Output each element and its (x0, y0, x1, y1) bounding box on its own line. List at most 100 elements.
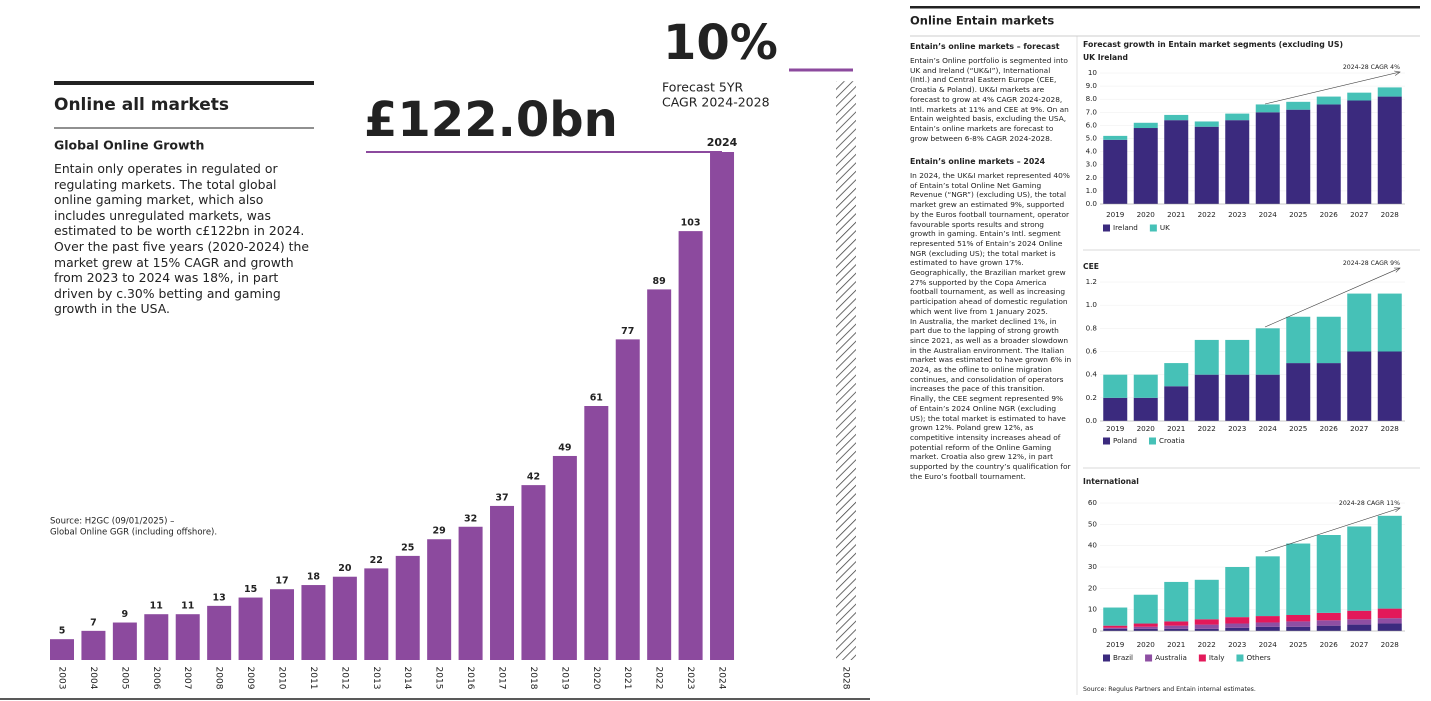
heading: Entain’s online markets – forecast (910, 42, 1060, 51)
annotation: 2024-28 CAGR 9% (1343, 260, 1400, 267)
y-tick-label: 20 (1088, 583, 1098, 592)
x-tick-label: 2013 (371, 667, 381, 690)
bar-segment (1255, 616, 1280, 623)
bar-segment (1316, 363, 1341, 421)
data-label: 15 (244, 584, 257, 595)
bar-segment (1164, 625, 1189, 629)
body-text: Entain’s Online portfolio is segmented i… (910, 56, 1069, 143)
x-tick-label: 2020 (1137, 424, 1156, 433)
rule (54, 81, 314, 85)
bar (144, 614, 169, 660)
paragraph: In Australia, the market declined 1%, in… (910, 316, 1072, 394)
x-tick-label: 2021 (1167, 210, 1185, 219)
chart-title: UK Ireland (1083, 53, 1128, 62)
data-label: 89 (653, 276, 666, 287)
bar-segment (1316, 625, 1341, 631)
source: Global Online GGR (including offshore). (50, 528, 217, 538)
body-text: In 2024, the UK&I market represented 40%… (910, 171, 1072, 482)
bar-segment (1103, 627, 1128, 629)
x-tick-label: 2008 (214, 667, 224, 690)
bar-segment (1286, 543, 1311, 615)
arrow-head (1393, 507, 1401, 513)
bar (175, 614, 200, 660)
bar-segment (1347, 526, 1372, 611)
x-tick-label: 2021 (1167, 640, 1185, 649)
y-tick-label: 0.0 (1086, 416, 1098, 425)
data-label: 18 (307, 572, 321, 583)
bar-segment (1316, 612, 1341, 621)
x-tick-label: 2025 (1289, 640, 1307, 649)
x-tick-label: 2021 (1167, 424, 1185, 433)
bar-segment (1133, 628, 1158, 631)
bar (332, 576, 357, 660)
bar-segment (1347, 619, 1372, 625)
data-label: 29 (433, 526, 446, 537)
paragraph: Finally, the CEE segment represented 9% … (910, 394, 1071, 481)
bar (647, 289, 672, 660)
bar-segment (1103, 139, 1128, 204)
bar-segment (1255, 112, 1280, 204)
forecast-bar (836, 81, 856, 660)
y-tick-label: 1.2 (1086, 277, 1097, 286)
legend-swatch (1103, 654, 1110, 662)
bar-segment (1133, 623, 1158, 627)
cagr-label: CAGR 2024-2028 (662, 95, 770, 110)
bar-segment (1286, 363, 1311, 421)
x-tick-label: 2019 (1106, 424, 1125, 433)
bar-segment (1286, 316, 1311, 364)
data-label: 25 (401, 542, 414, 553)
bar-segment (1286, 109, 1311, 204)
bar-segment (1194, 121, 1219, 127)
bar (678, 231, 703, 661)
data-label: 42 (527, 472, 540, 483)
x-tick-label: 2024 (1259, 640, 1278, 649)
y-tick-label: 0.2 (1086, 393, 1097, 402)
bar-segment (1255, 104, 1280, 113)
y-tick-label: 1.0 (1086, 186, 1098, 195)
x-tick-label: 2028 (1381, 640, 1400, 649)
x-tick-label: 2026 (1320, 640, 1339, 649)
legend-label: Croatia (1159, 436, 1185, 445)
x-tick-label: 2025 (1289, 210, 1307, 219)
y-tick-label: 0 (1092, 626, 1097, 635)
bar (521, 485, 546, 660)
bar-segment (1377, 293, 1402, 352)
y-tick-label: 6.0 (1086, 120, 1098, 129)
x-tick-label: 2028 (1381, 210, 1400, 219)
legend-swatch (1145, 654, 1153, 662)
x-tick-label: 2014 (402, 667, 412, 690)
cagr-label: Forecast 5YR (662, 80, 743, 95)
x-tick-label: 2021 (622, 667, 632, 690)
x-tick-label: 2023 (1228, 640, 1246, 649)
x-tick-label: 2023 (685, 667, 695, 690)
x-tick-label: 2005 (119, 667, 129, 690)
x-tick-label: 2027 (1350, 640, 1368, 649)
bar (207, 605, 232, 660)
y-tick-label: 40 (1088, 541, 1098, 550)
data-label: 17 (275, 576, 288, 587)
bar-segment (1255, 622, 1280, 627)
x-tick-label: 2023 (1228, 210, 1246, 219)
bar-segment (1377, 351, 1402, 421)
legend-label: Brazil (1113, 653, 1133, 662)
annotation: 2024-28 CAGR 4% (1343, 64, 1400, 71)
bar-segment (1377, 618, 1402, 624)
legend-label: UK (1160, 223, 1170, 232)
bar-segment (1194, 624, 1219, 629)
bar-segment (1103, 625, 1128, 628)
x-tick-label: 2018 (528, 667, 538, 690)
x-tick-label: 2024 (1259, 210, 1278, 219)
legend-label: Australia (1155, 653, 1187, 662)
x-tick-label: 2007 (182, 667, 192, 690)
bar-segment (1316, 535, 1341, 613)
bar-segment (1316, 620, 1341, 626)
y-tick-label: 7.0 (1086, 107, 1098, 116)
bar-segment (1164, 628, 1189, 631)
paragraph: In 2024, the UK&I market represented 40%… (910, 171, 1070, 316)
x-tick-label: 2015 (434, 667, 444, 690)
bar-segment (1347, 293, 1372, 352)
x-tick-label: 2026 (1320, 210, 1339, 219)
bar-segment (1103, 628, 1128, 631)
bar-segment (1164, 120, 1189, 204)
